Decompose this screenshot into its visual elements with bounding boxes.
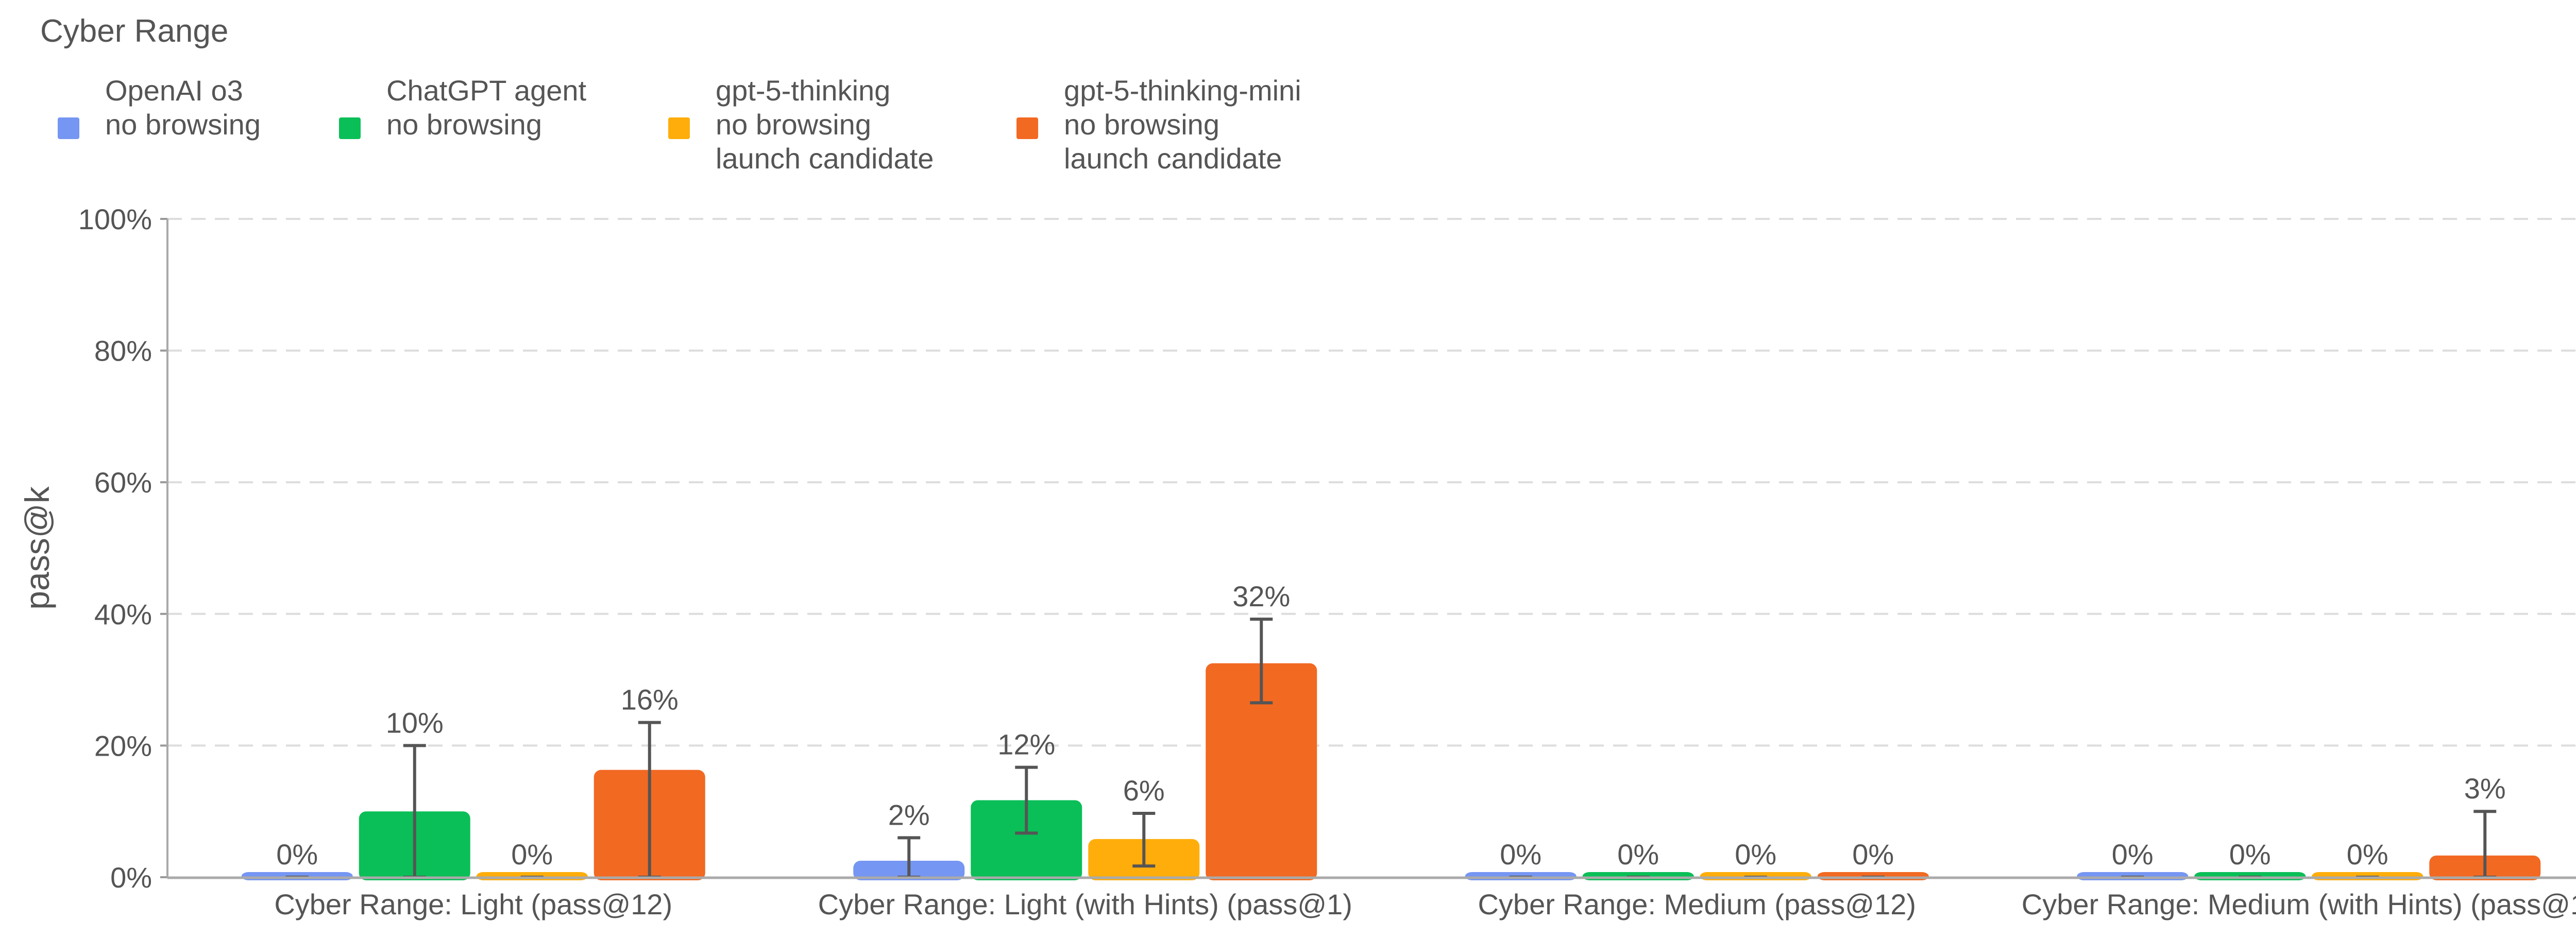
legend-label-line: OpenAI o3	[105, 74, 243, 107]
legend-swatch-gpt-5-thinking	[668, 117, 690, 139]
data-label: 0%	[2347, 838, 2388, 871]
legend-label-line: launch candidate	[716, 142, 934, 175]
data-label: 0%	[2229, 838, 2271, 871]
legend-item-openai-o3: OpenAI o3 no browsing	[58, 74, 261, 142]
legend-item-gpt-5-thinking: gpt-5-thinking no browsing launch candid…	[668, 74, 934, 176]
data-label: 12%	[997, 728, 1055, 761]
x-tick-label: Cyber Range: Light (with Hints) (pass@1)	[818, 888, 1352, 920]
x-tick-label: Cyber Range: Light (pass@12)	[274, 888, 672, 920]
legend-item-gpt-5-thinking-mini: gpt-5-thinking-mini no browsing launch c…	[1016, 74, 1301, 176]
legend-label-line: no browsing	[105, 108, 261, 141]
data-label: 10%	[386, 706, 444, 739]
data-label: 0%	[1852, 838, 1894, 871]
data-label: 0%	[276, 838, 318, 871]
y-tick-label: 80%	[94, 335, 152, 367]
legend-label-line: no browsing	[1064, 108, 1219, 141]
legend-label-line: gpt-5-thinking	[716, 74, 891, 107]
legend-swatch-gpt-5-thinking-mini	[1016, 117, 1038, 139]
legend-label-line: no browsing	[386, 108, 542, 141]
chart-title: Cyber Range	[40, 13, 229, 49]
bar	[1206, 663, 1317, 880]
legend-label-line: ChatGPT agent	[386, 74, 587, 107]
data-label: 0%	[511, 838, 553, 871]
data-label: 32%	[1232, 580, 1290, 612]
y-tick-label: 20%	[94, 729, 152, 762]
legend-swatch-openai-o3	[58, 117, 79, 139]
data-label: 0%	[1617, 838, 1659, 871]
data-label: 2%	[888, 798, 930, 831]
legend-label-line: launch candidate	[1064, 142, 1282, 175]
bar	[971, 800, 1082, 880]
data-label: 0%	[1735, 838, 1776, 871]
legend-label-openai-o3: OpenAI o3 no browsing	[105, 74, 261, 142]
y-tick-label: 40%	[94, 598, 152, 630]
data-label: 6%	[1123, 774, 1165, 807]
x-tick-label: Cyber Range: Medium (pass@12)	[1478, 888, 1916, 920]
legend-swatch-chatgpt-agent	[339, 117, 361, 139]
legend-label-line: gpt-5-thinking-mini	[1064, 74, 1301, 107]
data-label: 16%	[621, 684, 679, 716]
data-label: 3%	[2464, 772, 2506, 805]
x-tick-label: Cyber Range: Medium (with Hints) (pass@1…	[2022, 888, 2576, 920]
legend-label-gpt-5-thinking-mini: gpt-5-thinking-mini no browsing launch c…	[1064, 74, 1301, 176]
legend-label-line: no browsing	[716, 108, 871, 141]
legend-label-chatgpt-agent: ChatGPT agent no browsing	[386, 74, 586, 142]
y-tick-label: 0%	[110, 861, 152, 894]
y-tick-label: 100%	[78, 203, 152, 235]
y-axis-label: pass@k	[18, 486, 56, 609]
y-tick-label: 60%	[94, 466, 152, 499]
legend-label-gpt-5-thinking: gpt-5-thinking no browsing launch candid…	[716, 74, 934, 176]
data-label: 0%	[2112, 838, 2154, 871]
legend-item-chatgpt-agent: ChatGPT agent no browsing	[339, 74, 586, 142]
data-label: 0%	[1500, 838, 1541, 871]
